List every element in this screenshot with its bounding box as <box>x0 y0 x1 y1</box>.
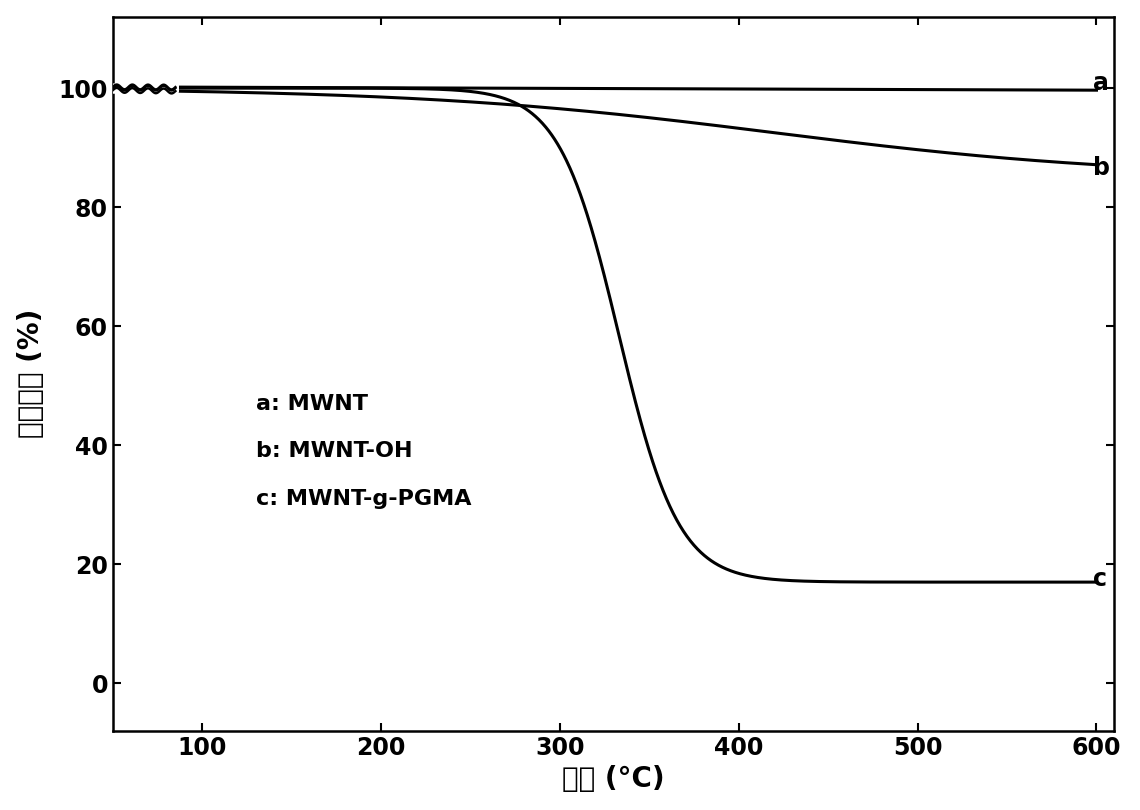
Text: c: c <box>1093 567 1107 591</box>
Text: c: MWNT-g-PGMA: c: MWNT-g-PGMA <box>255 488 471 509</box>
X-axis label: 温度 (°C): 温度 (°C) <box>562 765 665 793</box>
Text: b: b <box>1093 156 1110 181</box>
Y-axis label: 重量含量 (%): 重量含量 (%) <box>17 309 44 438</box>
Text: b: MWNT-OH: b: MWNT-OH <box>255 441 413 461</box>
Text: a: a <box>1093 71 1109 96</box>
Text: a: MWNT: a: MWNT <box>255 394 368 414</box>
